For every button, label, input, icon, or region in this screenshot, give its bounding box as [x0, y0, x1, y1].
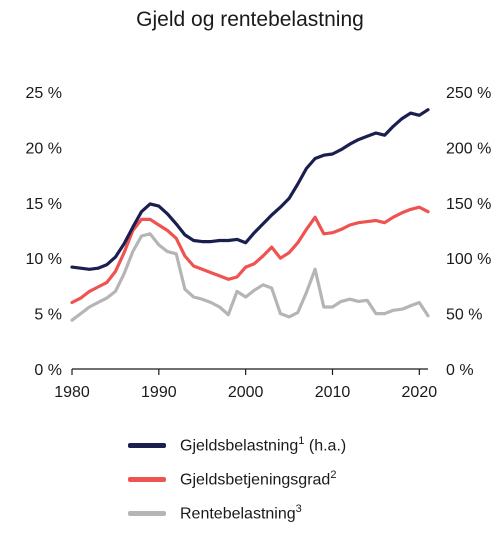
series-line-gjeldsbelastning — [70, 108, 430, 271]
series-line-gjeldsbetjeningsgrad — [70, 205, 430, 305]
legend-series-name: Rentebelastning — [180, 505, 296, 523]
chart-title: Gjeld og rentebelastning — [136, 8, 364, 31]
left-y-tick-label: 25 % — [26, 85, 62, 102]
legend-series-name: Gjeldsbelastning — [180, 437, 299, 455]
legend: Gjeldsbelastning1 (h.a.) Gjeldsbetjenings… — [128, 428, 346, 530]
x-tick-label: 2020 — [402, 384, 438, 401]
legend-item-gjeldsbetjeningsgrad: Gjeldsbetjeningsgrad2 — [128, 462, 346, 496]
x-tick-label: 1990 — [141, 384, 177, 401]
legend-label: Gjeldsbetjeningsgrad2 — [180, 469, 336, 489]
legend-swatch — [128, 476, 166, 482]
legend-swatch — [128, 510, 166, 516]
right-y-tick-label: 100 % — [446, 251, 491, 268]
tick-labels: 1980 1990 2000 2010 2020 0 % 5 % 10 % 15 % 20 % 25… — [26, 85, 492, 401]
axes — [71, 368, 428, 375]
legend-item-rentebelastning: Rentebelastning3 — [128, 496, 346, 530]
legend-footnote: 1 — [298, 434, 305, 447]
series-lines — [70, 108, 430, 322]
left-y-tick-label: 10 % — [26, 251, 62, 268]
x-tick-label: 1980 — [54, 384, 90, 401]
right-y-tick-label: 150 % — [446, 196, 491, 213]
chart-plot-area: 1980 1990 2000 2010 2020 0 % 5 % 10 % 15 % 20 % 25… — [26, 85, 492, 401]
right-y-tick-label: 50 % — [446, 307, 482, 324]
x-tick-label: 2000 — [228, 384, 264, 401]
legend-suffix: (h.a.) — [304, 437, 347, 455]
left-y-tick-label: 0 % — [34, 362, 62, 379]
right-y-tick-label: 0 % — [446, 362, 474, 379]
right-y-tick-label: 200 % — [446, 140, 491, 157]
legend-footnote: 3 — [295, 502, 302, 515]
legend-label: Gjeldsbelastning1 (h.a.) — [180, 435, 346, 455]
legend-item-gjeldsbelastning: Gjeldsbelastning1 (h.a.) — [128, 428, 346, 462]
x-tick-label: 2010 — [315, 384, 351, 401]
series-line-rentebelastning — [70, 232, 430, 322]
legend-label: Rentebelastning3 — [180, 503, 302, 523]
left-y-tick-label: 5 % — [34, 307, 62, 324]
legend-footnote: 2 — [330, 468, 337, 481]
legend-swatch — [128, 442, 166, 448]
left-y-tick-label: 20 % — [26, 140, 62, 157]
legend-series-name: Gjeldsbetjeningsgrad — [180, 471, 331, 489]
left-y-tick-label: 15 % — [26, 196, 62, 213]
right-y-tick-label: 250 % — [446, 85, 491, 102]
